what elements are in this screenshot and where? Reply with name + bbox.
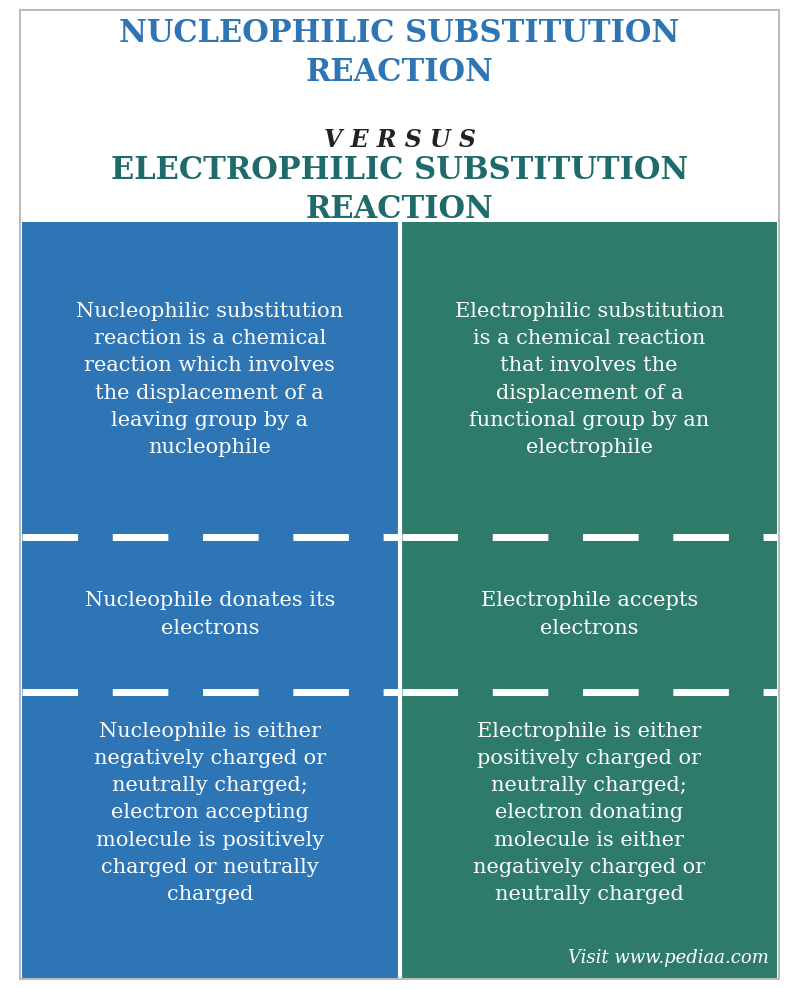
Text: ELECTROPHILIC SUBSTITUTION
REACTION: ELECTROPHILIC SUBSTITUTION REACTION (111, 155, 688, 225)
Text: Nucleophilic substitution
reaction is a chemical
reaction which involves
the dis: Nucleophilic substitution reaction is a … (76, 302, 344, 457)
Text: NUCLEOPHILIC SUBSTITUTION
REACTION: NUCLEOPHILIC SUBSTITUTION REACTION (119, 18, 680, 88)
Text: V E R S U S: V E R S U S (324, 128, 475, 152)
Text: Electrophile accepts
electrons: Electrophile accepts electrons (481, 591, 698, 638)
Text: Nucleophile is either
negatively charged or
neutrally charged;
electron acceptin: Nucleophile is either negatively charged… (93, 722, 326, 904)
Text: Electrophile is either
positively charged or
neutrally charged;
electron donatin: Electrophile is either positively charge… (473, 722, 706, 904)
Text: Visit www.pediaa.com: Visit www.pediaa.com (568, 949, 769, 967)
Bar (402, 222, 777, 979)
Text: Nucleophile donates its
electrons: Nucleophile donates its electrons (85, 591, 335, 638)
Text: Electrophilic substitution
is a chemical reaction
that involves the
displacement: Electrophilic substitution is a chemical… (455, 302, 724, 457)
Bar (22, 222, 397, 979)
